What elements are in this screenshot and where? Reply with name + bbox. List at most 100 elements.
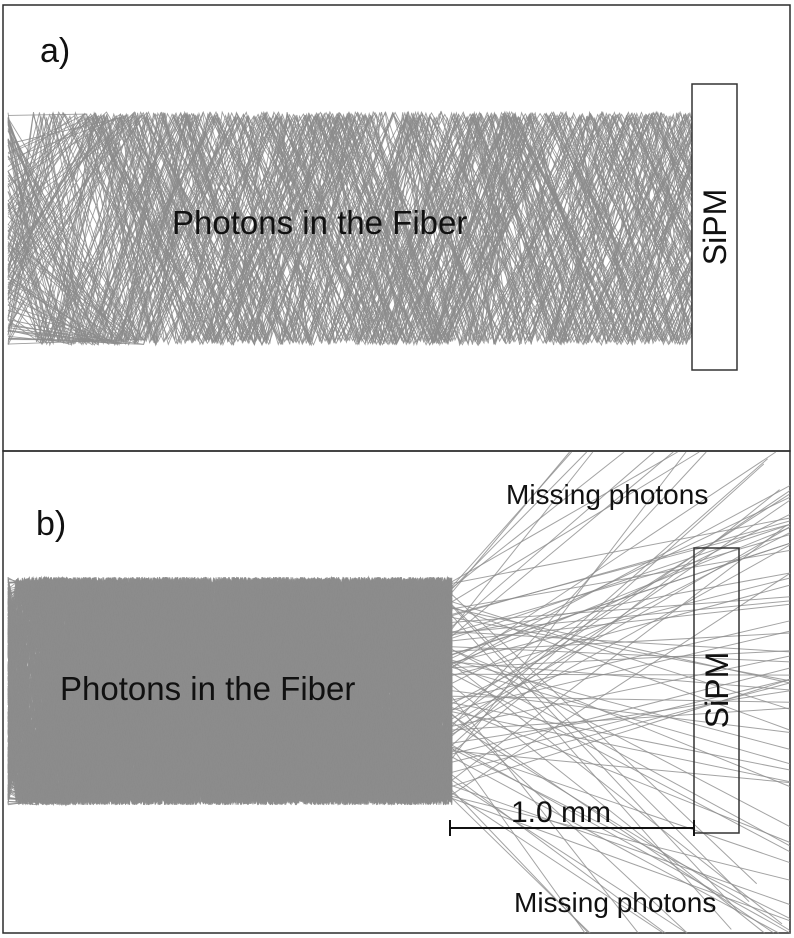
photon-track [7, 111, 693, 346]
photon-track [7, 112, 693, 346]
missing-photon-track [451, 748, 791, 920]
panel-b-frame [2, 450, 791, 934]
panel-a: a) Photons in the Fiber SiPM [2, 4, 791, 452]
missing-photon-track [451, 695, 791, 703]
photon-track [7, 113, 693, 346]
missing-photon-track [451, 451, 594, 630]
photon-track [7, 112, 693, 346]
photon-track [7, 113, 693, 346]
missing-photon-track [451, 542, 791, 655]
photon-track [7, 111, 693, 343]
missing-photon-track [451, 451, 570, 593]
missing-photon-track [451, 721, 791, 931]
photon-track [7, 577, 453, 804]
photon-track [7, 111, 693, 347]
photon-track [7, 112, 693, 345]
photon-track [7, 111, 693, 345]
panel-b-sipm-box [693, 547, 740, 834]
photon-track [7, 578, 453, 806]
missing-photon-track [451, 496, 791, 659]
panel-b-fiber-label: Photons in the Fiber [60, 670, 355, 707]
missing-photon-track [451, 797, 591, 934]
missing-photon-track [451, 532, 791, 704]
missing-photon-track [451, 534, 791, 633]
missing-photon-track [451, 667, 791, 755]
panel-a-sipm-label: SiPM [697, 189, 733, 265]
missing-photon-track [451, 490, 791, 720]
missing-photon-track [451, 527, 791, 665]
missing-photon-track [451, 655, 791, 727]
missing-photon-track [451, 649, 791, 828]
photon-track [7, 110, 693, 346]
photon-track [7, 111, 693, 344]
missing-photon-track [451, 594, 758, 885]
photon-track [7, 110, 693, 345]
missing-photon-track [451, 451, 687, 759]
panel-a-label: a) [40, 32, 70, 70]
missing-photons-bottom-label: Missing photons [514, 887, 716, 918]
photon-track [7, 111, 693, 345]
photon-track [7, 111, 693, 344]
missing-photon-track [451, 605, 740, 914]
missing-photon-track [451, 523, 791, 615]
missing-photon-track [451, 630, 791, 711]
panel-a-photon-tracks [7, 110, 693, 347]
photon-track [7, 113, 693, 345]
missing-photon-track [451, 756, 779, 934]
missing-photon-track [451, 524, 791, 639]
panel-b: b) Photons in the Fiber SiPM Missing pho… [2, 450, 791, 934]
photon-track [7, 112, 693, 344]
missing-photon-track [451, 584, 791, 676]
missing-photon-track [451, 714, 774, 934]
missing-photon-track [451, 458, 768, 737]
photon-track [7, 111, 693, 346]
missing-photon-track [451, 646, 791, 663]
photon-track [7, 577, 453, 805]
missing-photon-track [451, 702, 791, 771]
missing-photon-track [451, 451, 700, 603]
missing-photon-track [451, 707, 791, 731]
photon-track [7, 111, 693, 346]
photon-track [7, 110, 693, 345]
missing-photon-track [451, 631, 791, 653]
missing-photon-track [451, 615, 732, 930]
missing-photon-track [451, 678, 791, 763]
photon-track [7, 111, 693, 345]
panel-b-photon-tracks [7, 575, 453, 807]
photon-track [7, 112, 693, 346]
missing-photon-track [451, 685, 765, 934]
missing-photon-track [451, 451, 777, 668]
missing-photon-track [451, 673, 791, 676]
missing-photon-track [451, 544, 791, 735]
photon-track [7, 580, 453, 805]
missing-photon-track [451, 525, 787, 781]
scale-bar-label: 1.0 mm [511, 796, 611, 829]
panel-a-sipm-box [691, 83, 738, 371]
missing-photon-track [451, 795, 791, 881]
photon-track [7, 112, 693, 345]
panel-a-fiber-label: Photons in the Fiber [172, 204, 467, 241]
missing-photon-track [451, 577, 791, 664]
photon-track [7, 112, 693, 346]
photon-track [7, 112, 693, 345]
photon-track [7, 577, 453, 805]
missing-photon-track [451, 572, 791, 796]
missing-photon-track [451, 711, 791, 783]
missing-photons-top-label: Missing photons [506, 479, 708, 510]
photon-track [7, 577, 453, 806]
photon-track [7, 577, 453, 805]
missing-photon-track [451, 744, 791, 934]
photon-track [7, 577, 453, 805]
missing-photon-track [451, 451, 572, 587]
missing-photon-track [451, 451, 655, 627]
missing-photon-track [451, 750, 791, 784]
photon-track [7, 576, 453, 804]
photon-track [7, 111, 693, 346]
missing-photon-track [451, 596, 791, 623]
missing-photon-track [451, 526, 791, 724]
panel-b-sipm-label: SiPM [699, 652, 735, 728]
missing-photon-track [451, 774, 666, 934]
photon-track [7, 112, 693, 347]
panel-b-label: b) [36, 505, 66, 543]
